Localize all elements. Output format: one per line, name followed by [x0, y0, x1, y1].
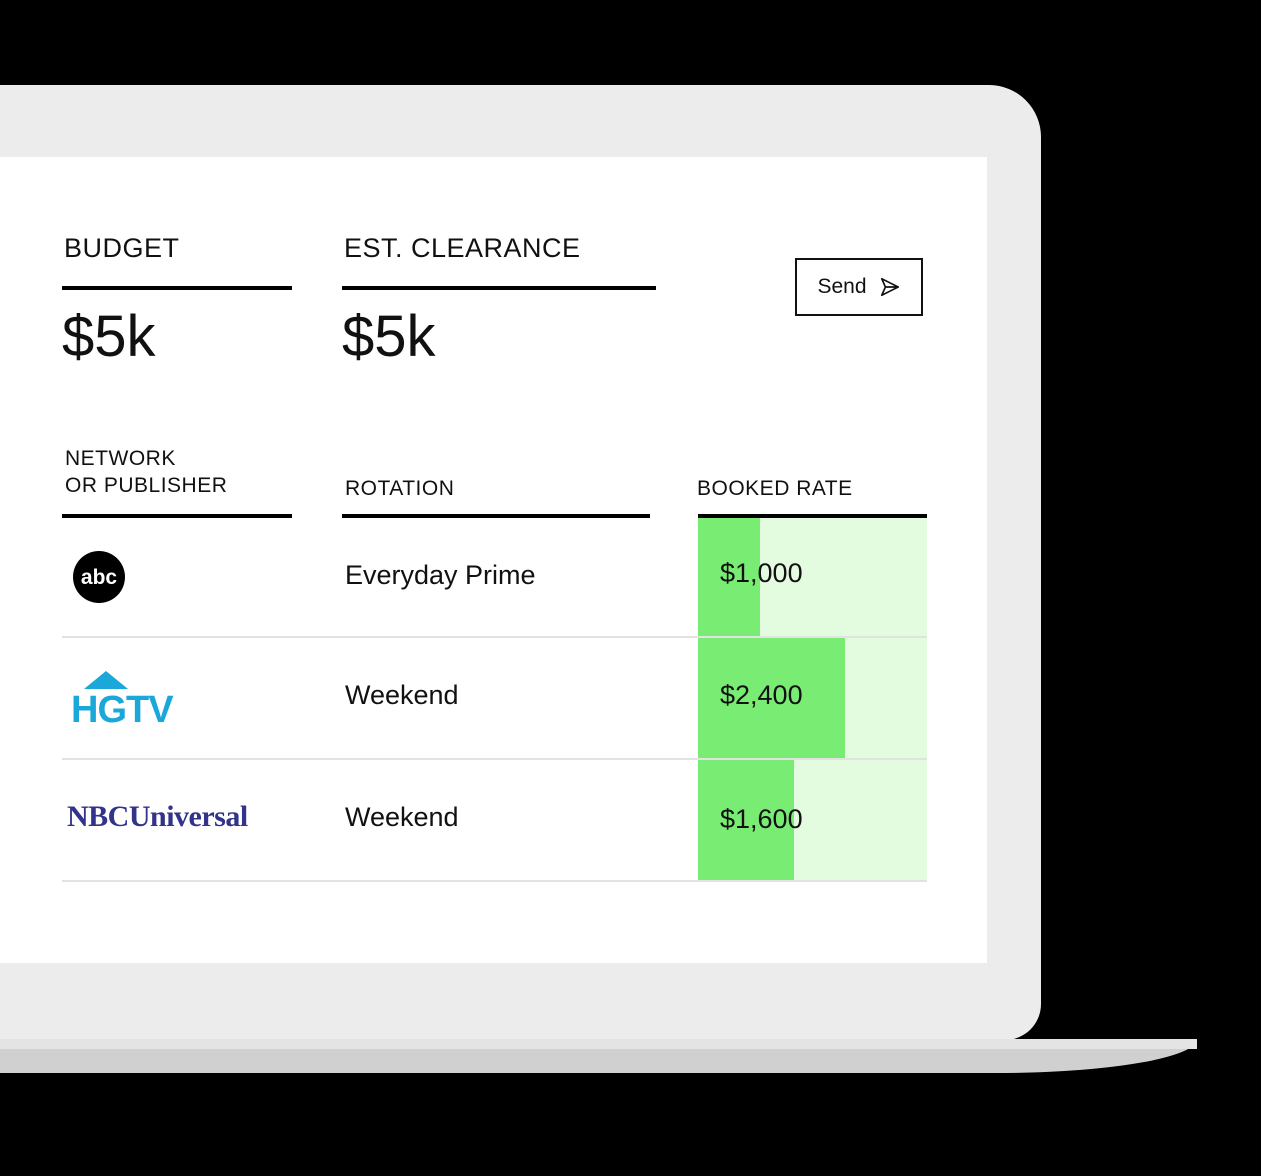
hgtv-logo: HGTV [70, 669, 180, 731]
table-row[interactable]: abc Everyday Prime $1,000 [62, 518, 927, 636]
booked-rate-bar [698, 638, 845, 758]
hgtv-logo-text: HGTV [71, 689, 174, 725]
column-rule-rotation [342, 514, 650, 518]
column-header-network-line2: OR PUBLISHER [65, 474, 228, 497]
rotation-value: Weekend [345, 680, 459, 710]
nbcuniversal-logo: NBCUniversal [67, 800, 248, 834]
table-row[interactable]: NBCUniversal Weekend $1,600 [62, 760, 927, 880]
row-divider [62, 636, 927, 638]
rotation-value: Weekend [345, 802, 459, 832]
laptop-base-highlight [0, 1039, 1197, 1049]
booked-rate-value: $1,000 [720, 558, 803, 588]
abc-logo-text: abc [81, 566, 118, 589]
send-button[interactable]: Send [795, 258, 923, 316]
column-header-rotation: ROTATION [345, 477, 455, 500]
clearance-value: $5k [342, 304, 436, 369]
column-rule-booked-rate [698, 514, 927, 518]
booked-rate-cell: $1,000 [698, 518, 927, 636]
booked-rate-value: $2,400 [720, 680, 803, 710]
table-row[interactable]: HGTV Weekend $2,400 [62, 638, 927, 758]
budget-rule [62, 286, 292, 290]
abc-logo: abc [73, 551, 125, 608]
clearance-label: EST. CLEARANCE [344, 233, 581, 263]
send-icon [880, 277, 899, 297]
budget-value: $5k [62, 304, 156, 369]
row-divider [62, 880, 927, 882]
column-header-network: NETWORK OR PUBLISHER [65, 445, 227, 499]
booked-rate-cell: $1,600 [698, 760, 927, 880]
clearance-rule [342, 286, 656, 290]
send-button-label: Send [817, 275, 867, 298]
booked-rate-bar [698, 760, 795, 880]
column-header-network-line1: NETWORK [65, 447, 176, 470]
booked-rate-cell: $2,400 [698, 638, 927, 758]
laptop-screen: BUDGET $5k EST. CLEARANCE $5k Send NETWO… [0, 157, 987, 963]
nbcuniversal-logo-text: NBCUniversal [67, 800, 248, 833]
budget-label: BUDGET [64, 233, 180, 263]
booked-rate-value: $1,600 [720, 804, 803, 834]
column-rule-network [62, 514, 292, 518]
rotation-value: Everyday Prime [345, 560, 536, 590]
booked-rate-bar [698, 518, 760, 636]
column-header-booked-rate: BOOKED RATE [697, 477, 853, 500]
row-divider [62, 758, 927, 760]
